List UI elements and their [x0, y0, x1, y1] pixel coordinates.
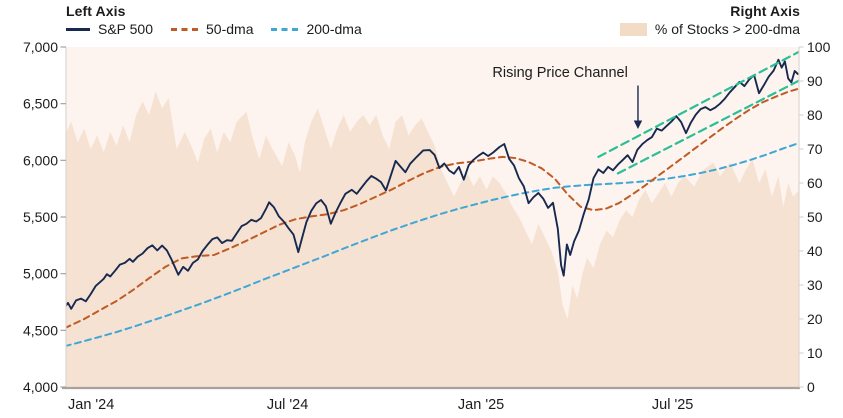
left-axis-tick-label: 4,000 — [23, 379, 58, 395]
breadth-area-swatch — [619, 22, 647, 36]
legend-item-50dma: 50-dma — [171, 21, 253, 37]
50-dma-line — [66, 87, 799, 329]
legend-label-200dma: 200-dma — [306, 21, 362, 37]
right-axis-tick-label: 30 — [807, 277, 823, 293]
right-axis-title: Right Axis — [730, 3, 800, 19]
breadth-area-series — [66, 91, 799, 387]
sp500-line — [66, 58, 799, 310]
left-axis-tick-label: 4,500 — [23, 322, 58, 338]
legend-label-breadth: % of Stocks > 200-dma — [654, 21, 800, 37]
legend-right: % of Stocks > 200-dma — [619, 21, 800, 37]
x-axis-tick-label: Jul '24 — [267, 397, 308, 413]
legend-label-sp500: S&P 500 — [98, 21, 154, 37]
legend-left: S&P 500 50-dma 200-dma — [66, 21, 362, 37]
channel-lower-line — [616, 79, 799, 175]
left-axis-title: Left Axis — [66, 3, 126, 19]
channel-upper-line — [597, 50, 799, 158]
left-axis-tick-label: 6,500 — [23, 96, 58, 112]
legend-item-200dma: 200-dma — [271, 21, 362, 37]
right-axis-tick-label: 100 — [807, 39, 831, 55]
200-dma-line — [66, 141, 799, 347]
annotation-arrow-head — [633, 120, 643, 130]
x-axis-tick-label: Jan '25 — [458, 397, 504, 413]
right-axis-tick-label: 0 — [807, 379, 815, 395]
legend-item-sp500: S&P 500 — [66, 21, 153, 37]
dma50-line-swatch — [171, 27, 199, 31]
left-axis-tick-label: 7,000 — [23, 39, 58, 55]
left-axis-tick-label: 6,000 — [23, 152, 58, 168]
legend-label-50dma: 50-dma — [206, 21, 254, 37]
right-axis-tick-label: 70 — [807, 141, 823, 157]
dma200-line-swatch — [271, 27, 299, 31]
annotation-rising-price-channel: Rising Price Channel — [492, 65, 627, 81]
right-axis-tick-label: 50 — [807, 209, 823, 225]
left-axis-tick-label: 5,000 — [23, 266, 58, 282]
plot-series-group — [66, 50, 799, 387]
right-axis-tick-label: 80 — [807, 107, 823, 123]
sp500-line-swatch — [66, 27, 90, 31]
right-axis-tick-label: 20 — [807, 311, 823, 327]
x-axis-tick-label: Jan '24 — [68, 397, 114, 413]
right-axis-tick-label: 10 — [807, 345, 823, 361]
right-axis-tick-label: 90 — [807, 73, 823, 89]
right-axis-tick-label: 60 — [807, 175, 823, 191]
right-axis-tick-label: 40 — [807, 243, 823, 259]
x-axis-tick-label: Jul '25 — [652, 397, 693, 413]
left-axis-tick-label: 5,500 — [23, 209, 58, 225]
